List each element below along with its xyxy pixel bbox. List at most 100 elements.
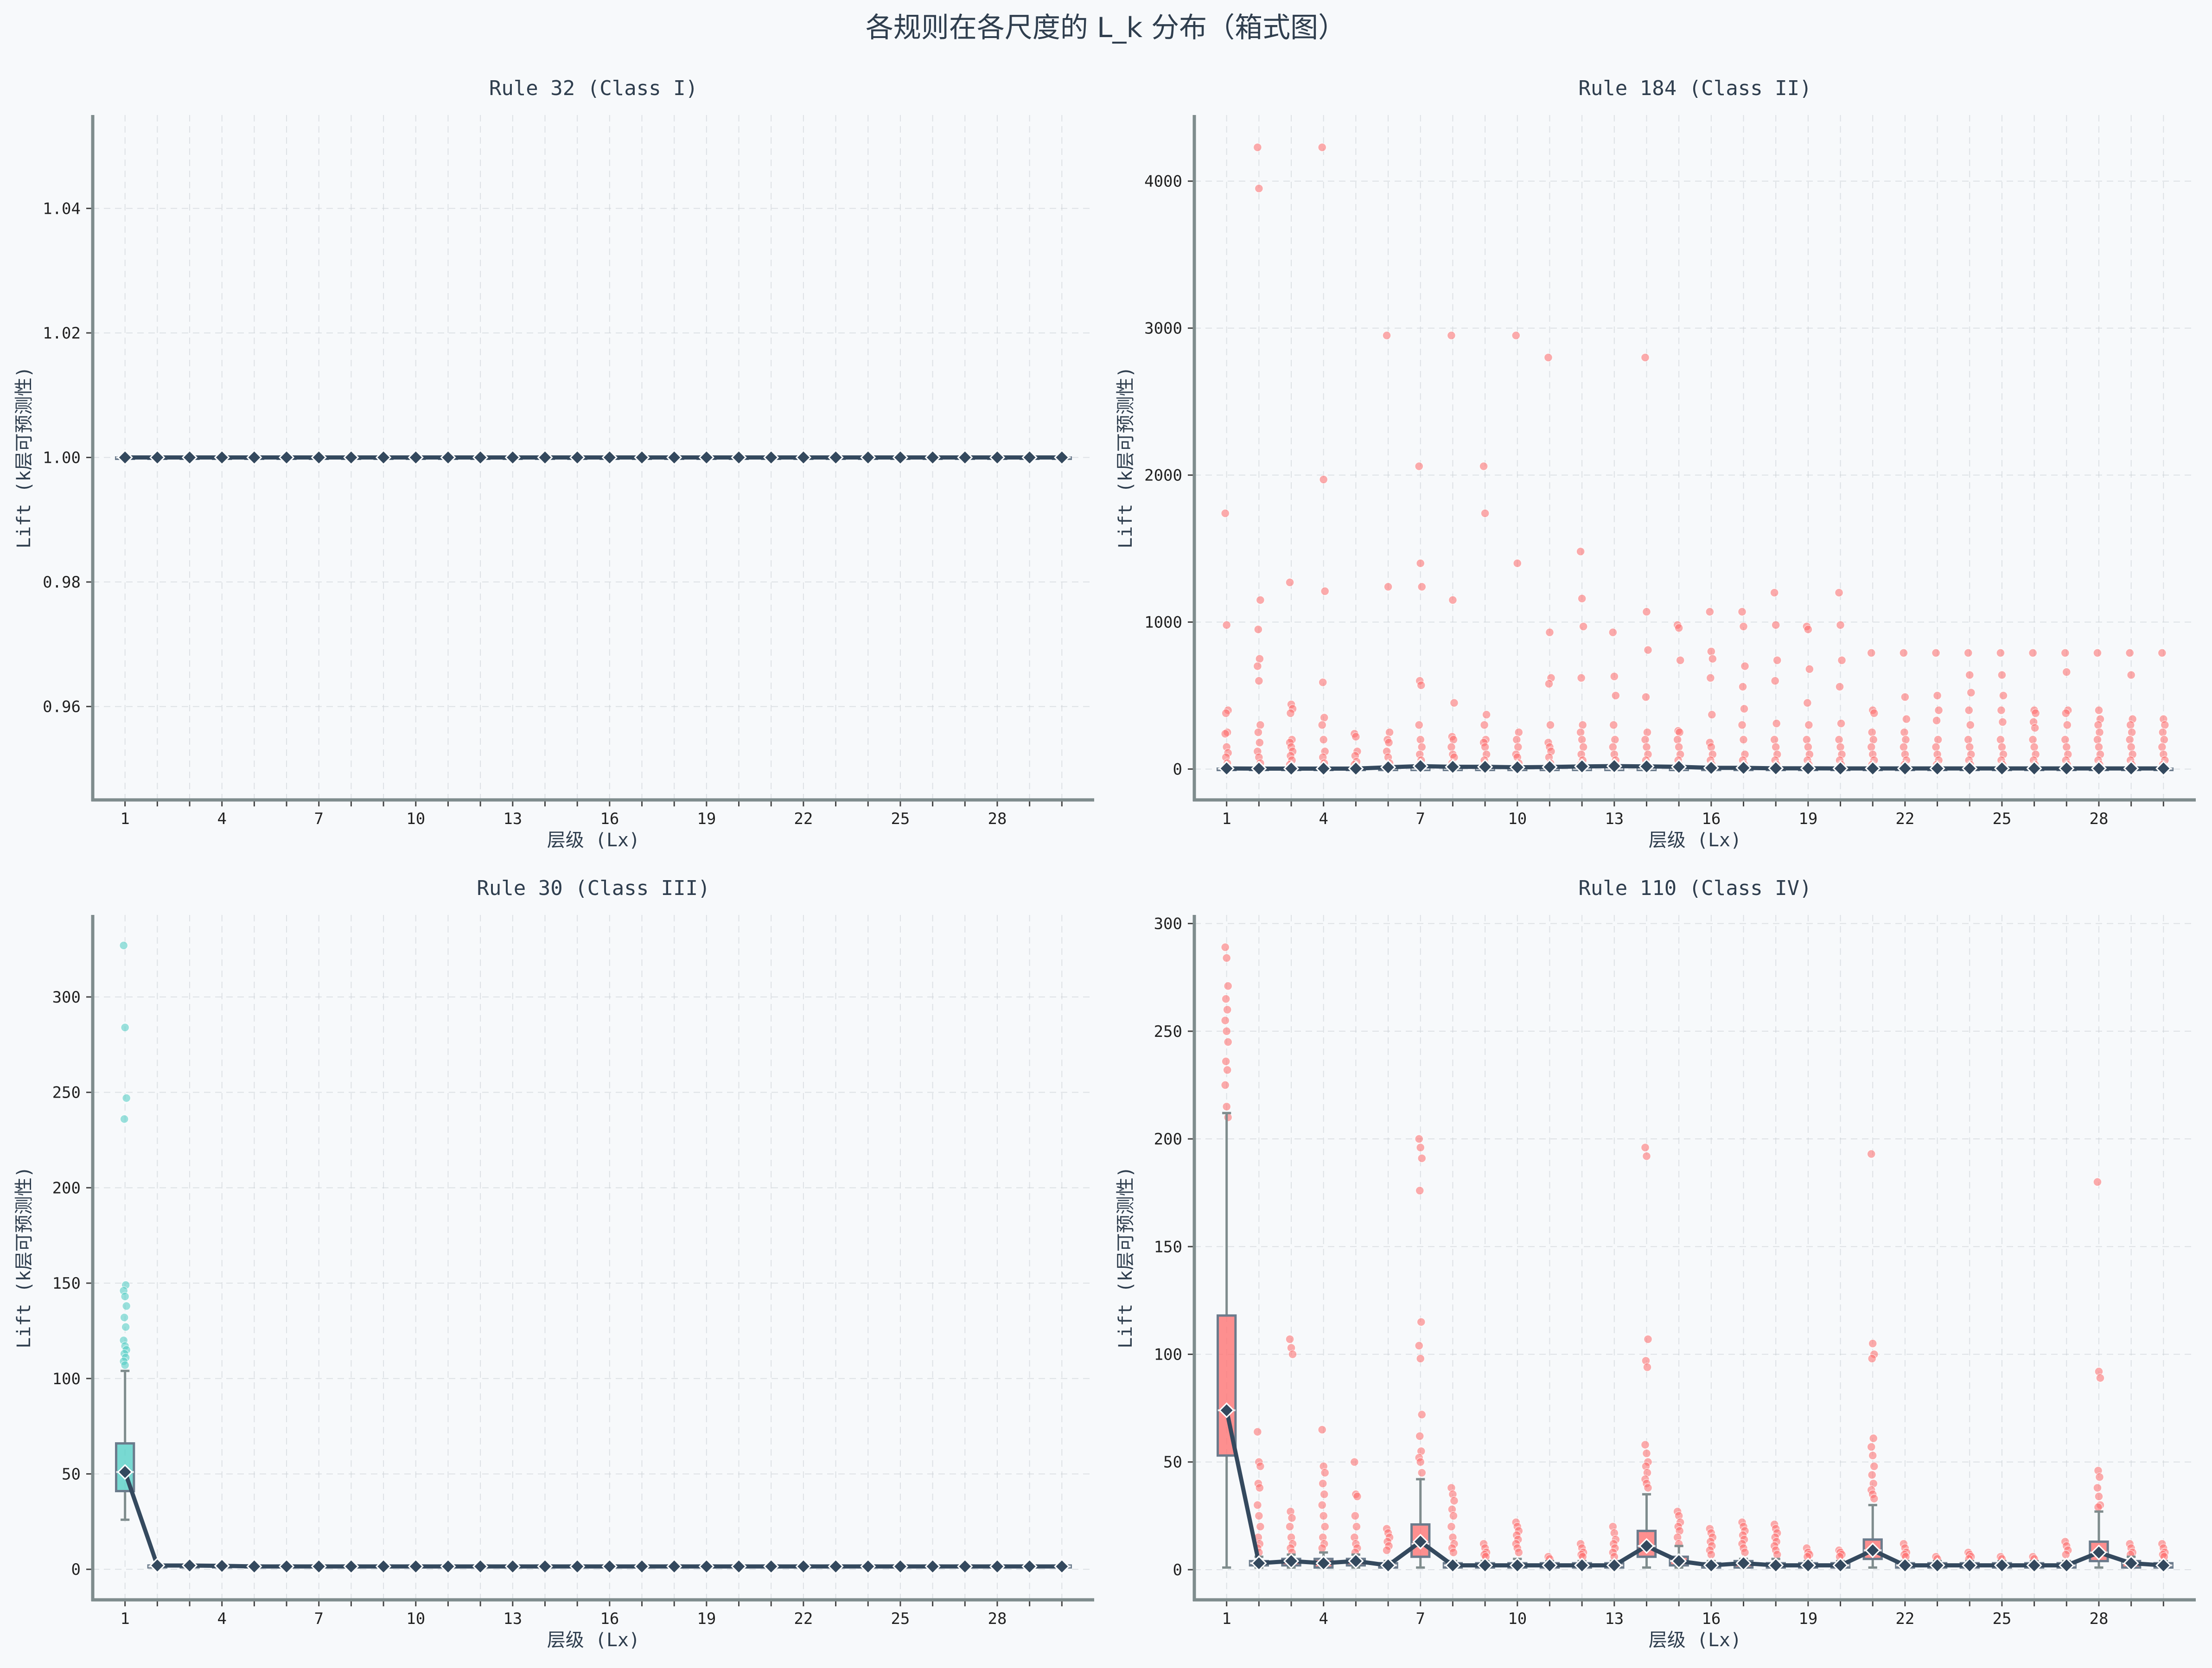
outlier-point (1966, 720, 1975, 730)
outlier-point (121, 1093, 131, 1103)
outlier-point (1449, 698, 1459, 708)
mean-marker (537, 449, 553, 466)
outlier-point (1317, 1500, 1327, 1510)
x-tick-label: 16 (1702, 1610, 1721, 1628)
x-tick-label: 7 (1415, 1610, 1425, 1628)
mean-marker (795, 449, 812, 466)
y-tick-label: 0.96 (43, 698, 81, 716)
outlier-point (2062, 742, 2072, 752)
mean-marker (1671, 759, 1687, 775)
outlier-point (1317, 720, 1327, 730)
outlier-point (1611, 691, 1620, 700)
outlier-point (1708, 654, 1717, 664)
outlier-point (1834, 588, 1844, 597)
outlier-point (1382, 1546, 1391, 1555)
mean-trend-line (123, 1471, 1062, 1569)
mean-marker (1671, 1553, 1687, 1569)
outlier-point (1415, 1186, 1424, 1195)
outlier-point (1869, 1494, 1879, 1503)
outlier-point (2028, 648, 2038, 658)
mean-marker (1021, 449, 1038, 466)
outlier-point (120, 1292, 130, 1301)
mean-marker (2123, 1555, 2139, 1572)
outlier-point (119, 941, 128, 950)
outlier-point (1836, 719, 1846, 728)
mean-marker (1606, 1557, 1622, 1573)
x-tick-label: 7 (314, 1610, 323, 1628)
mean-marker (1542, 759, 1558, 775)
outlier-point (1640, 1440, 1650, 1450)
mean-marker (569, 1558, 586, 1575)
outlier-point (1610, 672, 1619, 681)
mean-marker (1283, 1553, 1300, 1569)
outlier-point (2028, 735, 2038, 744)
outlier-point (2063, 720, 2072, 730)
outlier-point (1576, 547, 1585, 556)
outlier-point (1417, 582, 1427, 592)
outlier-point (2094, 705, 2104, 715)
mean-marker (440, 449, 456, 466)
outlier-point (1480, 509, 1490, 518)
outlier-point (1837, 656, 1847, 665)
outlier-point (1931, 742, 1941, 752)
x-tick-label: 1 (1222, 1610, 1231, 1628)
outlier-point (1414, 461, 1424, 471)
x-tick-label: 7 (314, 810, 323, 828)
outlier-point (1256, 595, 1265, 605)
panel-4: Rule 110 (Class IV) 0 50 100 150 200 250 300 1 4 7… (1115, 876, 2196, 1651)
outlier-point (1705, 607, 1715, 617)
mean-marker (214, 1558, 230, 1574)
outlier-point (1869, 709, 1879, 718)
outlier-point (2157, 742, 2167, 752)
outlier-point (1414, 720, 1424, 730)
outlier-point (1640, 1143, 1650, 1152)
mean-marker (1832, 1557, 1849, 1573)
mean-marker (795, 1558, 812, 1575)
outlier-point (2061, 1550, 2071, 1559)
outlier-point (1479, 720, 1489, 730)
mean-marker (731, 449, 747, 466)
mean-marker (666, 1558, 682, 1575)
mean-marker (601, 449, 618, 466)
outlier-point (1220, 1016, 1230, 1025)
outlier-point (1867, 1442, 1876, 1451)
mean-marker (1348, 1553, 1364, 1569)
outlier-point (1352, 1492, 1362, 1501)
x-tick-label: 25 (891, 810, 910, 828)
outlier-point (1899, 742, 1908, 752)
outlier-point (1221, 1057, 1230, 1066)
mean-marker (957, 1558, 973, 1575)
y-axis-label: Lift (k层可预测性) (1115, 1166, 1136, 1348)
mean-marker (472, 449, 489, 466)
outlier-point (1317, 1543, 1327, 1553)
outlier-point (1223, 981, 1233, 991)
outlier-point (1643, 645, 1653, 655)
outlier-point (1867, 1354, 1877, 1363)
mean-marker (569, 449, 586, 466)
outlier-point (1415, 558, 1425, 568)
y-tick-label: 0.98 (43, 573, 81, 592)
mean-marker (698, 449, 714, 466)
outlier-point (1997, 670, 2007, 680)
outlier-point (2060, 735, 2070, 744)
outlier-point (1608, 742, 1618, 752)
mean-marker (278, 449, 295, 466)
outlier-point (1384, 738, 1394, 748)
outlier-point (2096, 1373, 2105, 1383)
outlier-point (1867, 742, 1876, 752)
y-tick-label: 300 (52, 988, 81, 1007)
x-tick-label: 13 (503, 810, 522, 828)
mean-marker (1315, 761, 1332, 777)
mean-marker (440, 1558, 456, 1575)
mean-marker (2059, 761, 2075, 777)
outlier-point (1772, 1550, 1782, 1559)
outlier-point (1902, 714, 1911, 724)
outlier-point (1318, 1479, 1327, 1488)
mean-marker (860, 449, 876, 466)
outlier-point (1673, 735, 1682, 744)
outlier-point (2061, 709, 2071, 718)
outlier-point (1543, 353, 1553, 362)
mean-marker (1021, 1558, 1038, 1575)
outlier-point (1931, 648, 1941, 658)
outlier-point (1770, 676, 1780, 686)
